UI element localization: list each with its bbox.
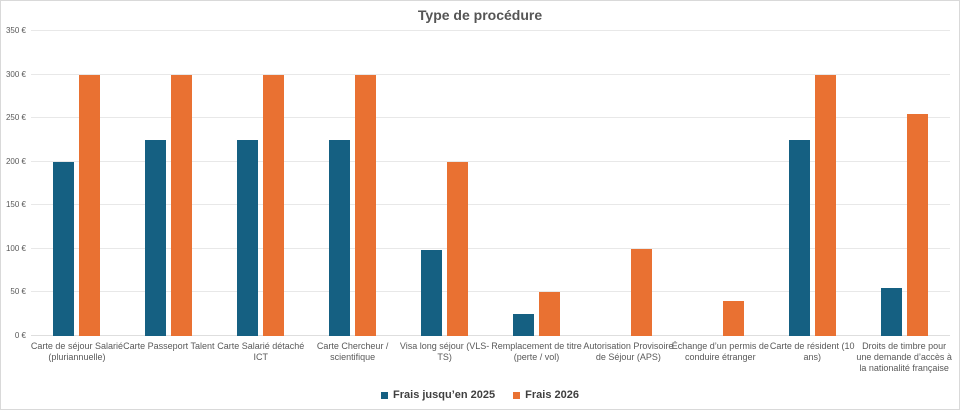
bar-group (674, 31, 766, 336)
x-category-label: Carte Passeport Talent (123, 341, 215, 351)
bar-group (307, 31, 399, 336)
gridline-350: 350 € (6, 26, 950, 35)
x-category-label: Visa long séjour (VLS-TS) (399, 341, 490, 362)
gridline-200: 200 € (6, 157, 950, 166)
bar-frais-2025 (788, 139, 810, 336)
y-tick-label: 200 € (5, 156, 26, 166)
gridline-50: 50 € (10, 287, 950, 296)
x-category-label: Droits de timbre pour une demande d’accè… (856, 341, 952, 373)
chart-title: Type de procédure (417, 7, 543, 23)
bar-group (858, 31, 950, 336)
bar-frais-2025 (145, 139, 167, 336)
x-category-label: Échange d’un permis de conduire étranger (671, 341, 769, 362)
x-category-label: Carte Salarié détaché ICT (217, 341, 305, 362)
bar-frais-2026 (722, 301, 744, 336)
gridline-0: 0 € (15, 331, 950, 340)
x-category-label: Carte de résident (10 ans) (769, 341, 855, 362)
bar-group (215, 31, 307, 336)
bars-row (31, 31, 950, 336)
y-tick-label: 300 € (5, 69, 26, 79)
bar-frais-2026 (906, 113, 928, 336)
bar-frais-2026 (447, 161, 469, 336)
y-tick-label: 250 € (5, 113, 26, 123)
legend: Frais jusqu’en 2025 Frais 2026 (1, 389, 959, 401)
bar-frais-2025 (53, 161, 75, 336)
legend-item-frais-2025: Frais jusqu’en 2025 (381, 389, 495, 401)
bar-frais-2025 (512, 314, 534, 336)
bar-frais-2026 (814, 74, 836, 336)
bar-group (491, 31, 583, 336)
bar-group (399, 31, 491, 336)
gridline-250: 250 € (6, 113, 950, 122)
y-tick-label: 50 € (10, 287, 26, 297)
legend-item-frais-2026: Frais 2026 (513, 389, 579, 401)
bar-frais-2025 (329, 139, 351, 336)
bar-frais-2026 (79, 74, 101, 336)
x-category-label: Carte Chercheur / scientifique (316, 341, 389, 362)
y-tick-label: 100 € (5, 243, 26, 253)
legend-label: Frais jusqu’en 2025 (393, 389, 496, 401)
legend-label: Frais 2026 (525, 389, 579, 401)
x-category-label: Autorisation Provisoire de Séjour (APS) (583, 341, 674, 362)
bar-group (766, 31, 858, 336)
bar-frais-2025 (237, 139, 259, 336)
bar-frais-2026 (171, 74, 193, 336)
bar-frais-2026 (630, 248, 652, 336)
x-category-label: Remplacement de titre (perte / vol) (491, 341, 582, 362)
y-tick-label: 150 € (5, 200, 26, 210)
bar-frais-2025 (880, 288, 902, 336)
bar-group (123, 31, 215, 336)
y-tick-label: 0 € (14, 331, 26, 340)
legend-swatch-icon (381, 391, 389, 399)
bar-frais-2026 (263, 74, 285, 336)
y-tick-label: 350 € (5, 26, 26, 35)
x-category-label: Carte de séjour Salarié (pluriannuelle) (30, 341, 123, 362)
bar-group (31, 31, 123, 336)
bar-group (582, 31, 674, 336)
gridline-300: 300 € (6, 70, 950, 79)
gridline-150: 150 € (6, 200, 950, 209)
bar-frais-2025 (421, 249, 443, 336)
plot-area: 0 € 50 € 100 € 150 € 200 € 250 € 300 € 350 € (6, 26, 950, 340)
bar-frais-2026 (355, 74, 377, 336)
gridline-100: 100 € (6, 244, 950, 253)
bar-frais-2026 (538, 292, 560, 336)
legend-swatch-icon (513, 391, 521, 399)
